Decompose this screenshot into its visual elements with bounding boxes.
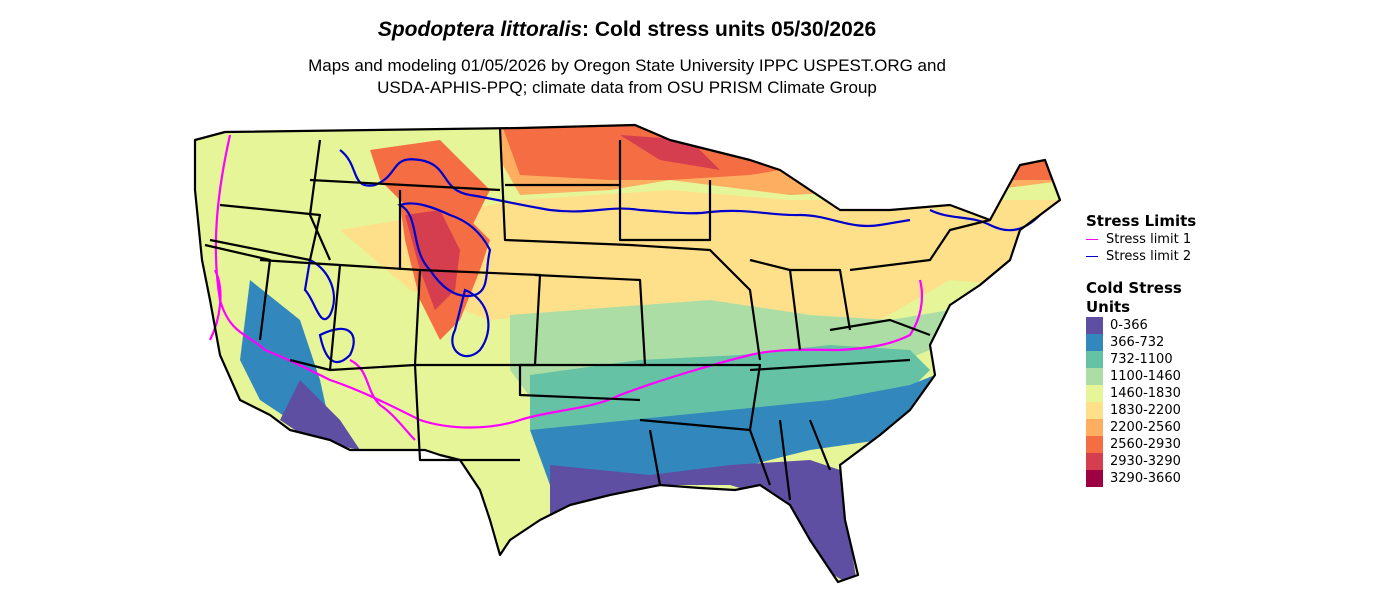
cold-stress-unit-entry: 1100-1460 bbox=[1086, 368, 1206, 385]
cold-stress-unit-label: 3290-3660 bbox=[1110, 471, 1181, 486]
raster-band-732-1100 bbox=[530, 345, 930, 430]
border-la bbox=[648, 429, 662, 486]
cold-stress-unit-entry: 1830-2200 bbox=[1086, 402, 1206, 419]
cold-stress-unit-label: 366-732 bbox=[1110, 335, 1165, 350]
cold-stress-unit-entry: 1460-1830 bbox=[1086, 385, 1206, 402]
border-mt-wy bbox=[309, 178, 501, 192]
cold-stress-unit-label: 2200-2560 bbox=[1110, 420, 1181, 435]
cold-stress-units-list: 0-366 366-732 732-1100 1100-1460 1460-1830 18… bbox=[1086, 317, 1206, 487]
cold-stress-unit-swatch bbox=[1086, 470, 1103, 487]
species-name: Spodoptera littoralis bbox=[377, 18, 583, 41]
stress-limits-list: Stress limit 1 Stress limit 2 bbox=[1086, 231, 1206, 265]
border-nm bbox=[413, 364, 520, 462]
border-nv-ut bbox=[259, 258, 342, 372]
raster-band-366-732-south bbox=[530, 375, 935, 485]
cold-stress-unit-label: 1460-1830 bbox=[1110, 386, 1181, 401]
subtitle-line-2: USDA-APHIS-PPQ; climate data from OSU PR… bbox=[377, 78, 877, 97]
stress-limit-entry: Stress limit 1 bbox=[1086, 231, 1206, 248]
border-ms-al-ga bbox=[748, 419, 832, 501]
cold-stress-unit-entry: 3290-3660 bbox=[1086, 470, 1206, 487]
border-mn bbox=[618, 140, 712, 242]
border-in-oh bbox=[790, 268, 852, 331]
us-outline bbox=[193, 123, 1062, 584]
cold-stress-unit-label: 0-366 bbox=[1110, 318, 1148, 333]
stress-limit-swatch bbox=[1086, 239, 1098, 240]
state-boundaries bbox=[193, 123, 1062, 584]
cold-stress-unit-entry: 2200-2560 bbox=[1086, 419, 1206, 436]
cold-stress-unit-entry: 366-732 bbox=[1086, 334, 1206, 351]
raster-band-0-366-gulf bbox=[550, 460, 858, 582]
cold-stress-unit-swatch bbox=[1086, 453, 1103, 470]
cold-stress-unit-label: 732-1100 bbox=[1110, 352, 1173, 367]
stress-limit-1-contours bbox=[209, 134, 924, 441]
cold-stress-unit-swatch bbox=[1086, 402, 1103, 419]
stress-limit-swatch bbox=[1086, 256, 1098, 257]
cold-stress-unit-label: 2560-2930 bbox=[1110, 437, 1181, 452]
stress-limit-label: Stress limit 2 bbox=[1106, 249, 1192, 264]
border-va-kentucky bbox=[829, 318, 931, 337]
map-title: Spodoptera littoralis: Cold stress units… bbox=[0, 18, 1254, 42]
cold-stress-unit-swatch bbox=[1086, 351, 1103, 368]
border-ia-mo bbox=[629, 243, 762, 361]
cold-stress-unit-entry: 732-1100 bbox=[1086, 351, 1206, 368]
border-dakotas bbox=[498, 127, 631, 247]
border-ut-co bbox=[329, 263, 422, 372]
cold-stress-unit-entry: 0-366 bbox=[1086, 317, 1206, 334]
cold-stress-unit-swatch bbox=[1086, 385, 1103, 402]
cold-stress-unit-swatch bbox=[1086, 334, 1103, 351]
stress-unit-raster bbox=[195, 125, 1060, 582]
cold-stress-unit-label: 1830-2200 bbox=[1110, 403, 1181, 418]
border-co-ks bbox=[415, 268, 542, 367]
cold-stress-unit-label: 1100-1460 bbox=[1110, 369, 1181, 384]
cold-stress-unit-entry: 2930-3290 bbox=[1086, 453, 1206, 470]
border-id bbox=[308, 139, 332, 261]
subtitle-line-1: Maps and modeling 01/05/2026 by Oregon S… bbox=[308, 56, 946, 75]
title-rest: : Cold stress units 05/30/2026 bbox=[582, 18, 877, 41]
stress-limits-title: Stress Limits bbox=[1086, 212, 1197, 230]
border-ar bbox=[639, 363, 762, 432]
cold-stress-unit-swatch bbox=[1086, 419, 1103, 436]
border-pa-ny bbox=[849, 218, 991, 272]
cold-stress-unit-swatch bbox=[1086, 317, 1103, 334]
border-or bbox=[209, 203, 322, 262]
raster-band-2560-2930-north bbox=[810, 125, 1060, 190]
raster-band-2930-3290-rockies bbox=[405, 210, 460, 310]
border-tn bbox=[749, 358, 911, 372]
legend: Stress Limits Stress limit 1 Stress limit… bbox=[1086, 212, 1206, 487]
cold-stress-unit-swatch bbox=[1086, 368, 1103, 385]
stress-limit-entry: Stress limit 2 bbox=[1086, 248, 1206, 265]
raster-band-2930-3290-north bbox=[620, 135, 720, 170]
cold-stress-unit-entry: 2560-2930 bbox=[1086, 436, 1206, 453]
cold-stress-unit-label: 2930-3290 bbox=[1110, 454, 1181, 469]
stress-limit-label: Stress limit 1 bbox=[1106, 232, 1192, 247]
border-ne-ks-ok bbox=[518, 273, 647, 402]
cold-stress-unit-swatch bbox=[1086, 436, 1103, 453]
us-cold-stress-map bbox=[193, 123, 1062, 584]
cold-stress-units-title: Cold Stress Units bbox=[1086, 279, 1182, 316]
stress-limit-2-contours bbox=[303, 149, 1041, 363]
raster-band-1830-2200 bbox=[340, 190, 1060, 320]
map-subtitle: Maps and modeling 01/05/2026 by Oregon S… bbox=[0, 55, 1254, 99]
